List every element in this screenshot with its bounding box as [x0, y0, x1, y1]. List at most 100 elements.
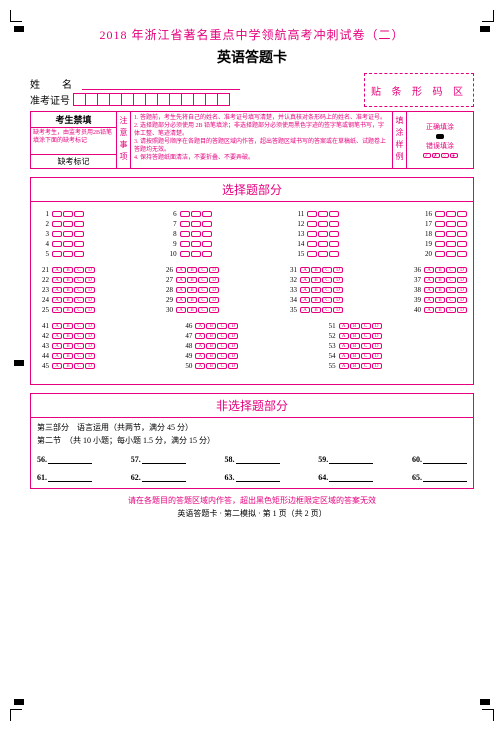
mc-question-row: 26ABCD: [161, 266, 219, 274]
answer-bubble: [446, 241, 456, 247]
blank-underline: [423, 454, 467, 464]
answer-bubble: [202, 231, 212, 237]
answer-bubble: C: [198, 307, 208, 313]
name-line: 姓 名: [30, 76, 240, 91]
question-number: 35: [285, 306, 297, 314]
question-number: 18: [420, 230, 432, 238]
answer-bubbles: ABCD: [176, 287, 219, 293]
answer-bubble: A: [52, 277, 62, 283]
exam-title: 2018 年浙江省著名重点中学领航高考冲刺试卷（二）: [30, 26, 474, 43]
mc-question-row: 33ABCD: [285, 286, 343, 294]
answer-bubble: A: [339, 343, 349, 349]
answer-bubble: B: [63, 277, 73, 283]
question-number: 5: [37, 250, 49, 258]
blank-number: 61.: [37, 473, 47, 482]
answer-bubble: C: [446, 307, 456, 313]
mc-question-row: 36ABCD: [409, 266, 467, 274]
answer-bubble: A: [339, 323, 349, 329]
answer-bubble: [191, 251, 201, 257]
blank-underline: [48, 454, 92, 464]
question-number: 42: [37, 332, 49, 340]
mc-question-row: 5: [37, 250, 84, 258]
answer-bubble: B: [350, 333, 360, 339]
answer-bubble: [180, 251, 190, 257]
answer-bubbles: ABCD: [300, 307, 343, 313]
answer-bubbles: ABCD: [52, 307, 95, 313]
absent-mark-header: 缺考标记: [31, 154, 116, 168]
question-number: 9: [165, 240, 177, 248]
question-number: 55: [324, 362, 336, 370]
answer-bubble: A: [424, 267, 434, 273]
answer-bubble: D: [457, 307, 467, 313]
answer-bubble: [191, 221, 201, 227]
answer-bubble: A: [339, 363, 349, 369]
answer-bubble: D: [333, 267, 343, 273]
answer-bubble: C: [74, 333, 84, 339]
question-number: 7: [165, 220, 177, 228]
mc-question-row: 50ABCD: [180, 362, 238, 370]
mc-question-row: 34ABCD: [285, 296, 343, 304]
mc-question-row: 42ABCD: [37, 332, 95, 340]
fill-example-label: 填涂样例: [393, 112, 407, 168]
answer-bubble: [180, 211, 190, 217]
free-line-1: 第三部分 语言运用（共两节，满分 45 分）: [37, 422, 467, 433]
crop-mark-tr: [482, 10, 494, 22]
answer-bubble: D: [372, 343, 382, 349]
answer-bubbles: ABCD: [52, 333, 95, 339]
examno-boxes: [74, 93, 230, 106]
answer-bubble: B: [435, 277, 445, 283]
question-number: 46: [180, 322, 192, 330]
mc-group-col: 36ABCD37ABCD38ABCD39ABCD40ABCD: [409, 266, 467, 314]
mc-question-row: 17: [420, 220, 467, 228]
answer-bubbles: ABCD: [339, 353, 382, 359]
answer-bubble: D: [85, 267, 95, 273]
mc-question-row: 38ABCD: [409, 286, 467, 294]
mc-question-row: 37ABCD: [409, 276, 467, 284]
question-number: 41: [37, 322, 49, 330]
mc-group-col: 31ABCD32ABCD33ABCD34ABCD35ABCD: [285, 266, 343, 314]
question-number: 30: [161, 306, 173, 314]
answer-bubble: C: [74, 277, 84, 283]
answer-bubbles: ABCD: [195, 353, 238, 359]
mc-question-row: 22ABCD: [37, 276, 95, 284]
mc-question-row: 41ABCD: [37, 322, 95, 330]
answer-bubbles: [307, 251, 339, 257]
answer-bubble: [457, 231, 467, 237]
mc-group-col: 26ABCD27ABCD28ABCD29ABCD30ABCD: [161, 266, 219, 314]
answer-bubbles: [180, 221, 212, 227]
answer-bubble: C: [446, 267, 456, 273]
mc-question-row: 30ABCD: [161, 306, 219, 314]
answer-bubble: D: [372, 363, 382, 369]
mc-question-row: 19: [420, 240, 467, 248]
answer-bubble: C: [74, 363, 84, 369]
answer-bubble: [180, 231, 190, 237]
question-number: 29: [161, 296, 173, 304]
mc-question-row: 4: [37, 240, 84, 248]
answer-bubbles: ABCD: [339, 343, 382, 349]
answer-bubble: B: [311, 287, 321, 293]
answer-bubble: D: [333, 287, 343, 293]
answer-bubble: A: [300, 277, 310, 283]
answer-bubble: C: [74, 287, 84, 293]
answer-bubble: D: [228, 343, 238, 349]
question-number: 34: [285, 296, 297, 304]
question-number: 25: [37, 306, 49, 314]
answer-bubble: D: [209, 267, 219, 273]
answer-bubbles: ABCD: [424, 297, 467, 303]
answer-bubble: C: [361, 323, 371, 329]
question-number: 15: [292, 250, 304, 258]
answer-bubble: C: [74, 307, 84, 313]
answer-bubble: A: [195, 343, 205, 349]
blank-item: 57.: [131, 454, 186, 464]
question-number: 44: [37, 352, 49, 360]
answer-bubble: A: [195, 353, 205, 359]
info-col-candidate: 考生禁填 缺考考生，由监考员用2B铅笔填涂下面的缺考标记 缺考标记: [31, 112, 117, 168]
mc-question-row: 27ABCD: [161, 276, 219, 284]
answer-bubble: [63, 211, 73, 217]
answer-bubbles: ABCD: [52, 297, 95, 303]
blank-item: 60.: [412, 454, 467, 464]
answer-bubble: [74, 221, 84, 227]
answer-bubble: A: [195, 333, 205, 339]
answer-bubble: [457, 211, 467, 217]
mc-question-row: 32ABCD: [285, 276, 343, 284]
